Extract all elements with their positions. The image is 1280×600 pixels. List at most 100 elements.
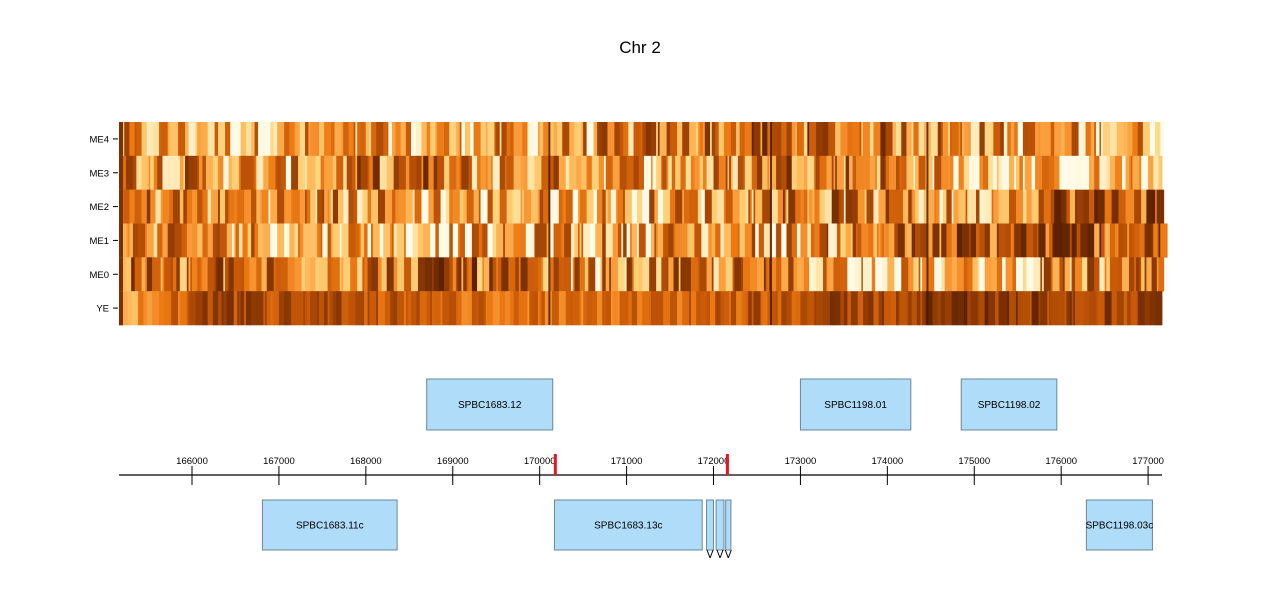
heatmap-cell bbox=[240, 122, 247, 157]
gene-bottom[interactable] bbox=[724, 499, 732, 559]
heatmap-cell bbox=[537, 257, 542, 292]
heatmap-cell bbox=[527, 291, 530, 326]
heatmap-cell bbox=[1082, 257, 1088, 292]
heatmap-cell bbox=[287, 257, 295, 292]
heatmap-cell bbox=[383, 223, 391, 258]
heatmap-cell bbox=[786, 155, 793, 190]
gene-bottom[interactable] bbox=[715, 499, 725, 559]
heatmap-cell bbox=[715, 223, 721, 258]
gene-bottom[interactable]: SPBC1198.03c bbox=[1085, 499, 1154, 551]
heatmap-cell bbox=[753, 189, 756, 224]
heatmap-cell bbox=[977, 291, 980, 326]
heatmap-cell bbox=[976, 189, 980, 224]
heatmap-cell bbox=[989, 223, 998, 258]
heatmap-cell bbox=[1155, 189, 1158, 224]
heatmap-cell bbox=[572, 291, 581, 326]
heatmap-cell bbox=[477, 189, 480, 224]
heatmap-cell bbox=[367, 257, 372, 292]
heatmap-cell bbox=[1151, 257, 1158, 292]
heatmap-cell bbox=[129, 223, 134, 258]
heatmap-cell bbox=[202, 223, 209, 258]
gene-box[interactable] bbox=[725, 499, 732, 551]
heatmap-cell bbox=[471, 291, 476, 326]
heatmap-cell bbox=[1049, 291, 1052, 326]
gene-top[interactable]: SPBC1198.02 bbox=[960, 378, 1058, 431]
heatmap-cell bbox=[221, 291, 224, 326]
heatmap-cell bbox=[564, 257, 572, 292]
heatmap-cell bbox=[814, 223, 820, 258]
heatmap-cell bbox=[708, 223, 713, 258]
heatmap-cell bbox=[896, 189, 904, 224]
heatmap-cell bbox=[525, 223, 532, 258]
gene-top[interactable]: SPBC1198.01 bbox=[799, 378, 912, 431]
heatmap-cell bbox=[1062, 223, 1071, 258]
heatmap-cell bbox=[1104, 223, 1111, 258]
axis-tick-label: 170000 bbox=[524, 456, 556, 467]
heatmap-cell bbox=[513, 155, 521, 190]
heatmap-cell bbox=[284, 122, 290, 157]
heatmap-cell bbox=[456, 155, 461, 190]
gene-bottom[interactable]: SPBC1683.13c bbox=[553, 499, 703, 551]
heatmap-cell bbox=[442, 291, 450, 326]
gene-box[interactable] bbox=[706, 499, 715, 551]
heatmap-cell bbox=[697, 189, 702, 224]
heatmap-cell bbox=[207, 189, 212, 224]
gene-box[interactable] bbox=[1085, 499, 1153, 551]
heatmap-cell bbox=[233, 189, 238, 224]
heatmap-cell bbox=[736, 291, 742, 326]
gene-box[interactable] bbox=[715, 499, 725, 551]
heatmap-cell bbox=[800, 291, 808, 326]
heatmap-cell bbox=[186, 223, 193, 258]
gene-box[interactable] bbox=[426, 378, 554, 431]
heatmap-cell bbox=[583, 122, 588, 157]
heatmap-cell bbox=[409, 155, 417, 190]
heatmap-cell bbox=[188, 257, 191, 292]
heatmap-cell bbox=[553, 122, 558, 157]
heatmap-cell bbox=[969, 223, 972, 258]
heatmap-cell bbox=[435, 122, 438, 157]
heatmap-cell bbox=[617, 257, 626, 292]
gene-bottom[interactable]: SPBC1683.11c bbox=[261, 499, 398, 551]
heatmap-cell bbox=[419, 291, 428, 326]
gene-box[interactable] bbox=[960, 378, 1058, 431]
heatmap-cell bbox=[748, 291, 753, 326]
heatmap-cell bbox=[1123, 122, 1126, 157]
gene-box[interactable] bbox=[553, 499, 703, 551]
heatmap-cell bbox=[1130, 291, 1139, 326]
heatmap-cell bbox=[315, 155, 322, 190]
heatmap-cell bbox=[478, 189, 481, 224]
heatmap-cell bbox=[355, 155, 358, 190]
gene-box[interactable] bbox=[261, 499, 398, 551]
heatmap-cell bbox=[908, 257, 914, 292]
heatmap-cell bbox=[1042, 257, 1045, 292]
heatmap-cell bbox=[941, 122, 944, 157]
heatmap-cell bbox=[1125, 122, 1128, 157]
heatmap-cell bbox=[305, 189, 308, 224]
heatmap-cell bbox=[306, 291, 311, 326]
heatmap-cell bbox=[1075, 189, 1078, 224]
heatmap-cell bbox=[906, 291, 909, 326]
heatmap-cell bbox=[802, 155, 805, 190]
heatmap-cell bbox=[256, 257, 262, 292]
gene-box[interactable] bbox=[799, 378, 912, 431]
heatmap-cell bbox=[557, 122, 563, 157]
heatmap-cell bbox=[567, 155, 570, 190]
heatmap-cell bbox=[795, 189, 801, 224]
heatmap-cell bbox=[390, 223, 393, 258]
heatmap-cell bbox=[694, 155, 701, 190]
heatmap-cell bbox=[614, 122, 621, 157]
heatmap-cell bbox=[289, 223, 295, 258]
heatmap-cell bbox=[868, 291, 874, 326]
heatmap-cell bbox=[179, 189, 184, 224]
strand-arrow-icon bbox=[724, 549, 729, 559]
heatmap-cell bbox=[457, 257, 462, 292]
heatmap-cell bbox=[890, 223, 895, 258]
gene-bottom[interactable] bbox=[706, 499, 715, 559]
heatmap-cell bbox=[915, 155, 920, 190]
heatmap-cell bbox=[125, 257, 132, 292]
heatmap-cell bbox=[1035, 122, 1039, 157]
heatmap-cell bbox=[1052, 223, 1060, 258]
heatmap-cell bbox=[332, 155, 337, 190]
heatmap-cell bbox=[404, 223, 407, 258]
gene-top[interactable]: SPBC1683.12 bbox=[426, 378, 554, 431]
